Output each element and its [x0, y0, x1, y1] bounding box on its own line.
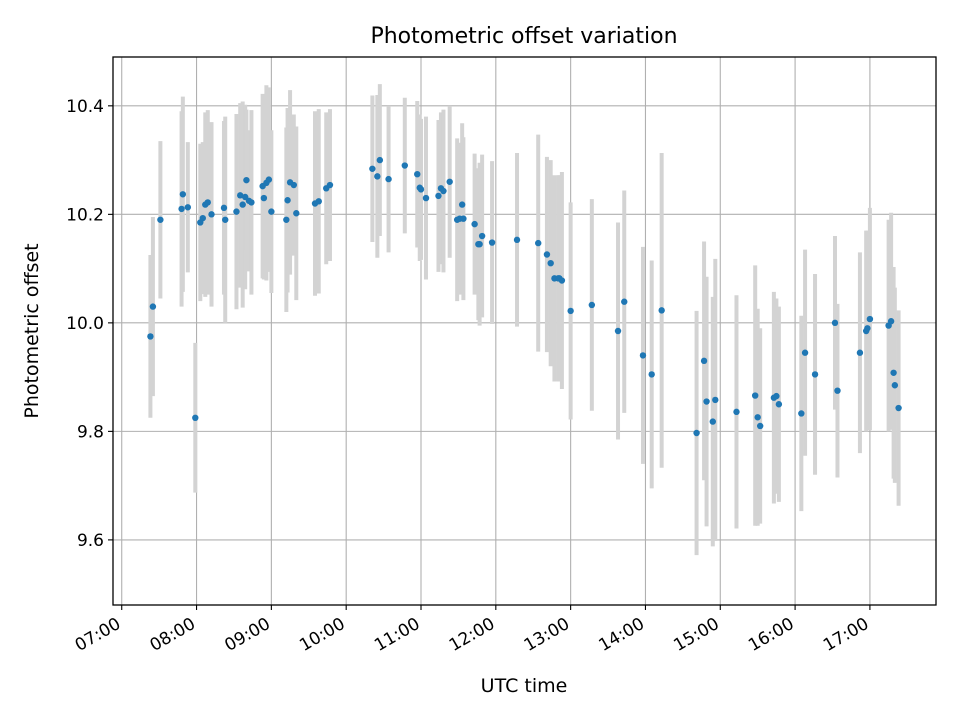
data-point	[326, 181, 334, 189]
y-tick-label: 10.2	[66, 205, 104, 225]
data-point	[864, 325, 871, 332]
data-point	[700, 357, 708, 365]
data-point	[709, 418, 716, 425]
data-point	[621, 298, 628, 305]
data-point	[733, 408, 740, 416]
data-point	[535, 239, 542, 247]
data-point	[588, 301, 596, 309]
data-point	[513, 236, 521, 244]
data-point	[204, 199, 211, 206]
data-point	[478, 232, 486, 240]
data-point	[614, 327, 622, 335]
data-point	[543, 251, 551, 258]
y-tick-label: 10.4	[66, 97, 104, 117]
y-tick-label: 9.6	[77, 531, 104, 551]
data-point	[222, 216, 229, 223]
data-point	[268, 208, 275, 215]
data-point	[703, 398, 710, 405]
y-axis-ticks: 9.6 9.8 10.0 10.2 10.4	[66, 97, 113, 551]
data-point	[693, 429, 700, 437]
data-point	[435, 192, 442, 200]
data-point	[401, 162, 408, 169]
data-point	[658, 307, 665, 314]
data-point	[243, 176, 250, 184]
y-axis-label: Photometric offset	[21, 243, 43, 418]
data-point	[547, 259, 554, 267]
data-point	[567, 307, 574, 315]
data-point	[773, 392, 780, 400]
data-point	[891, 382, 899, 389]
data-point	[284, 197, 291, 204]
data-point	[887, 318, 895, 325]
data-point	[157, 216, 164, 223]
data-point	[233, 208, 240, 215]
data-point	[199, 214, 206, 222]
data-point	[178, 205, 185, 213]
data-point	[208, 211, 215, 218]
data-point	[558, 277, 566, 284]
data-point	[831, 319, 839, 327]
data-point	[754, 414, 761, 421]
data-point	[179, 191, 187, 198]
data-points	[147, 156, 902, 437]
data-point	[236, 192, 244, 199]
data-point	[856, 349, 864, 356]
data-point	[895, 404, 902, 412]
data-point	[290, 181, 298, 189]
data-point	[471, 220, 478, 228]
data-point	[293, 210, 300, 217]
data-point	[801, 349, 809, 356]
data-point	[458, 201, 466, 208]
data-point	[488, 239, 496, 246]
data-point	[798, 410, 805, 417]
data-point	[385, 175, 392, 183]
chart-title: Photometric offset variation	[370, 24, 677, 49]
data-point	[446, 178, 453, 185]
data-point	[149, 303, 157, 310]
data-point	[374, 173, 381, 180]
data-point	[422, 194, 430, 202]
data-point	[248, 199, 255, 206]
x-axis-label: UTC time	[481, 675, 568, 697]
y-tick-label: 9.8	[77, 422, 104, 442]
data-point	[890, 369, 897, 376]
plot-area-frame	[112, 56, 937, 606]
data-point	[440, 187, 447, 195]
data-point	[265, 176, 273, 183]
data-point	[220, 204, 228, 212]
data-point	[834, 387, 841, 394]
data-point	[239, 201, 246, 208]
data-point	[192, 414, 199, 422]
data-point	[260, 194, 268, 202]
y-tick-label: 10.0	[66, 314, 104, 334]
data-point	[283, 216, 290, 223]
data-point	[751, 392, 759, 399]
data-point	[756, 422, 764, 430]
data-point	[414, 170, 421, 178]
data-point	[811, 371, 819, 378]
data-point	[369, 165, 376, 172]
data-point	[184, 204, 192, 211]
data-point	[315, 198, 322, 205]
data-point	[775, 401, 783, 408]
data-point	[460, 215, 467, 222]
data-point	[417, 186, 425, 193]
data-point	[639, 352, 647, 359]
data-point	[866, 315, 874, 323]
data-point	[376, 156, 384, 164]
data-point	[476, 240, 483, 248]
data-point	[147, 333, 154, 340]
data-point	[648, 371, 655, 378]
data-point	[712, 396, 719, 404]
